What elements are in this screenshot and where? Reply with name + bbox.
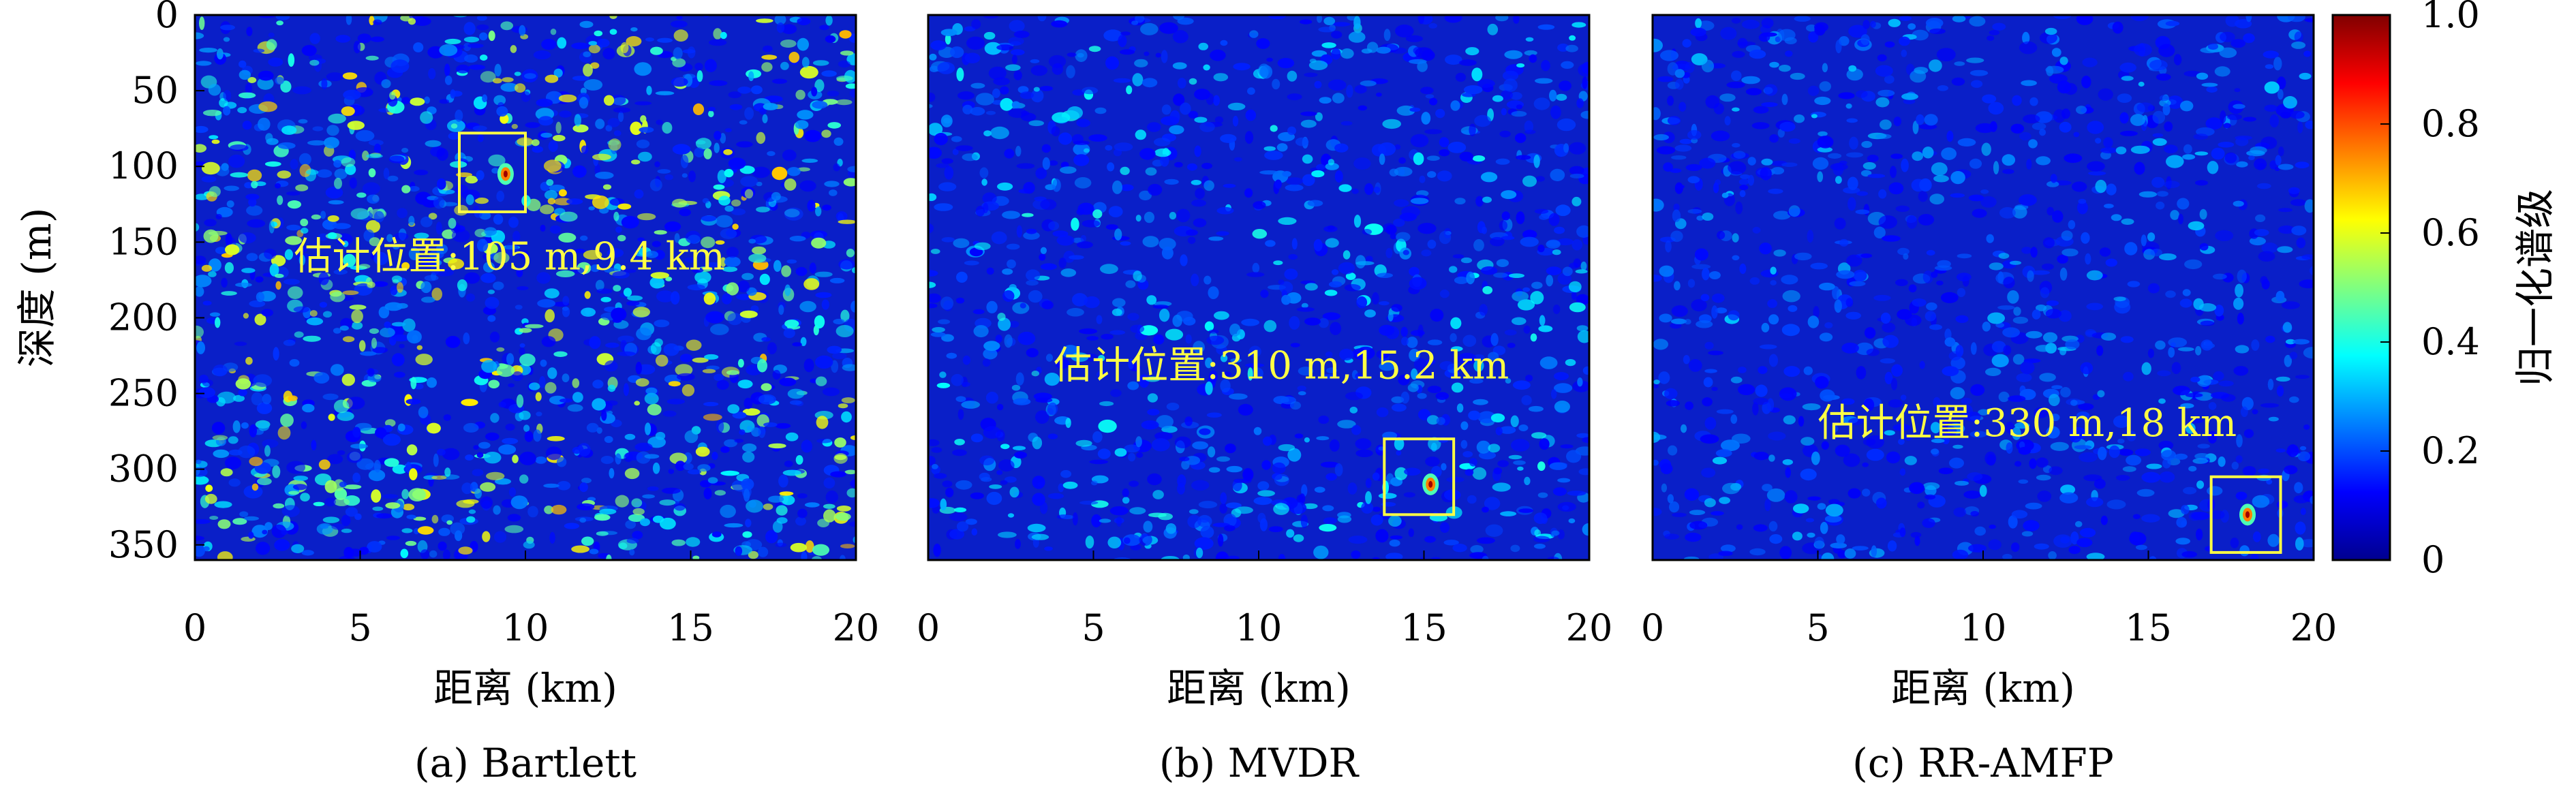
x-tick-label: 5 xyxy=(1082,606,1105,649)
x-tick-label: 15 xyxy=(667,606,714,649)
x-tick-label: 15 xyxy=(1400,606,1447,649)
colorbar-tick-label: 0.4 xyxy=(2421,320,2480,363)
peak-marker xyxy=(2239,503,2256,526)
estimate-annotation: 估计位置:105 m,9.4 km xyxy=(294,234,725,279)
colorbar-tick-label: 1.0 xyxy=(2421,0,2480,36)
estimate-box xyxy=(2209,475,2282,554)
x-tick-label: 10 xyxy=(1236,606,1283,649)
peak-marker xyxy=(1422,473,1439,495)
colorbar: 0 0.2 0.4 0.6 0.8 1.0 归一化谱级 xyxy=(2331,0,2558,581)
y-tick-label: 0 xyxy=(155,0,179,36)
panel-3: 估计位置:330 m,18 km 0 5 10 15 20 距离 (km) (c) RR-AM… xyxy=(1641,14,2337,786)
panel-2: 估计位置:310 m,15.2 km 0 5 10 15 20 距离 (km) (b) MVD… xyxy=(917,14,1613,786)
x-axis-label: 距离 (km) xyxy=(1167,665,1351,711)
colorbar-gradient xyxy=(2331,14,2391,561)
colorbar-tick-label: 0.6 xyxy=(2421,211,2480,254)
y-tick-label: 50 xyxy=(132,69,179,112)
y-tick-label: 350 xyxy=(108,523,179,566)
estimate-annotation: 估计位置:330 m,18 km xyxy=(1818,401,2237,446)
colorbar-tick-label: 0 xyxy=(2421,538,2444,581)
y-tick-label: 300 xyxy=(108,448,179,491)
heatmap-texture xyxy=(1653,15,2314,560)
y-tick-label: 150 xyxy=(108,220,179,263)
colorbar-label: 归一化谱级 xyxy=(2512,189,2558,386)
estimate-annotation: 估计位置:310 m,15.2 km xyxy=(1054,343,1509,388)
estimate-box xyxy=(458,131,527,213)
panel-1: 估计位置:105 m,9.4 km0 5 10 15 20050100150200250… xyxy=(14,0,879,786)
x-tick-label: 10 xyxy=(1960,606,2007,649)
x-tick-label: 0 xyxy=(1641,606,1664,649)
x-tick-label: 5 xyxy=(1806,606,1829,649)
x-axis-label: 距离 (km) xyxy=(433,665,617,711)
x-tick-label: 10 xyxy=(502,606,549,649)
heatmap-texture xyxy=(195,15,856,560)
y-tick-label: 250 xyxy=(108,372,179,415)
heatmap-texture xyxy=(928,15,1589,560)
x-tick-label: 20 xyxy=(1566,606,1613,649)
estimate-box xyxy=(1383,437,1456,516)
peak-marker xyxy=(497,163,514,185)
colorbar-tick-label: 0.8 xyxy=(2421,102,2480,145)
x-axis-label: 距离 (km) xyxy=(1891,665,2075,711)
y-tick-label: 100 xyxy=(108,144,179,187)
panel-caption: (a) Bartlett xyxy=(414,740,637,786)
x-tick-label: 0 xyxy=(917,606,940,649)
x-tick-label: 5 xyxy=(348,606,371,649)
x-tick-label: 15 xyxy=(2125,606,2172,649)
y-axis-label: 深度 (m) xyxy=(14,208,60,368)
colorbar-tick-label: 0.2 xyxy=(2421,429,2480,472)
x-tick-label: 20 xyxy=(833,606,880,649)
panel-caption: (b) MVDR xyxy=(1159,740,1360,786)
x-tick-label: 0 xyxy=(183,606,206,649)
y-tick-label: 200 xyxy=(108,296,179,339)
x-tick-label: 20 xyxy=(2290,606,2337,649)
panel-caption: (c) RR-AMFP xyxy=(1852,740,2114,786)
panels: 估计位置:105 m,9.4 km0 5 10 15 20050100150200250… xyxy=(14,0,2337,786)
